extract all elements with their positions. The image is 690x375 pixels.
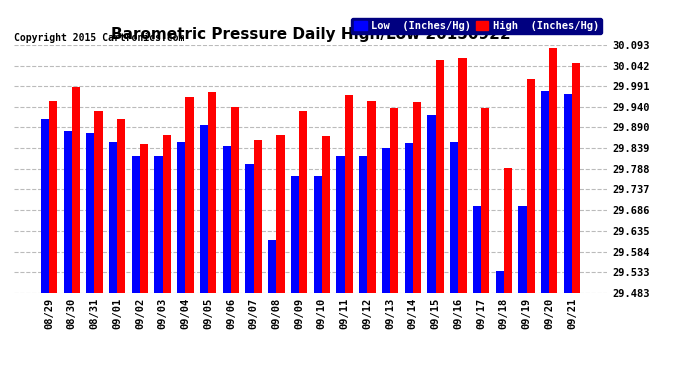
Bar (549, 48, 558, 292)
Bar (450, 142, 458, 292)
Bar (223, 146, 231, 292)
Bar (382, 148, 390, 292)
Bar (367, 101, 375, 292)
Bar (132, 156, 140, 292)
Bar (473, 207, 481, 292)
Bar (337, 156, 344, 292)
Bar (504, 168, 512, 292)
Bar (404, 143, 413, 292)
Bar (231, 107, 239, 292)
Title: Barometric Pressure Daily High/Low 20150922: Barometric Pressure Daily High/Low 20150… (110, 27, 511, 42)
Bar (299, 111, 307, 292)
Bar (458, 58, 466, 292)
Bar (186, 97, 194, 292)
Bar (109, 142, 117, 292)
Bar (291, 176, 299, 292)
Bar (63, 130, 72, 292)
Bar (41, 119, 49, 292)
Bar (268, 240, 277, 292)
Bar (140, 144, 148, 292)
Bar (117, 119, 126, 292)
Bar (413, 102, 421, 292)
Bar (572, 63, 580, 292)
Bar (254, 140, 262, 292)
Bar (390, 108, 398, 292)
Bar (95, 111, 103, 292)
Bar (541, 91, 549, 292)
Bar (177, 142, 186, 292)
Bar (481, 108, 489, 292)
Legend: Low  (Inches/Hg), High  (Inches/Hg): Low (Inches/Hg), High (Inches/Hg) (351, 18, 602, 34)
Bar (163, 135, 171, 292)
Bar (427, 115, 435, 292)
Bar (277, 135, 284, 292)
Bar (495, 272, 504, 292)
Bar (208, 92, 217, 292)
Bar (359, 156, 367, 292)
Bar (344, 95, 353, 292)
Bar (314, 176, 322, 292)
Bar (72, 87, 80, 292)
Bar (322, 136, 330, 292)
Bar (155, 156, 163, 292)
Bar (49, 101, 57, 292)
Bar (200, 125, 208, 292)
Bar (86, 134, 95, 292)
Bar (526, 79, 535, 292)
Bar (564, 94, 572, 292)
Bar (435, 60, 444, 292)
Bar (518, 207, 526, 292)
Text: Copyright 2015 Cartronics.com: Copyright 2015 Cartronics.com (14, 33, 184, 42)
Bar (246, 164, 254, 292)
